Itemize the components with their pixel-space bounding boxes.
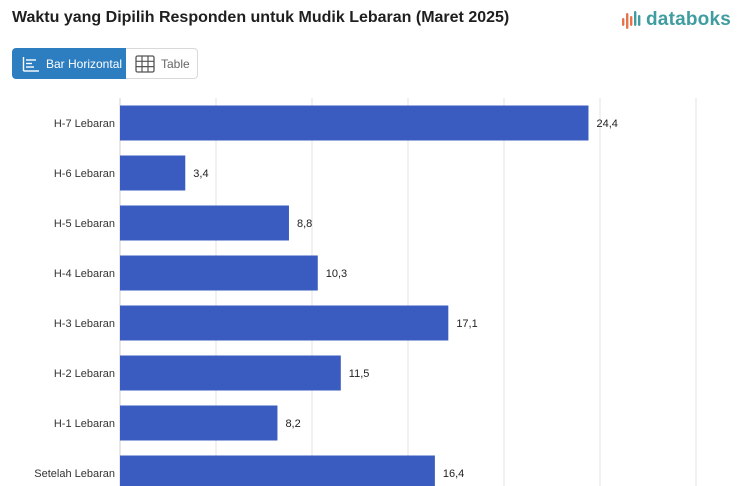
bar — [120, 455, 435, 486]
data-label: 3,4 — [193, 168, 208, 180]
table-label: Table — [161, 56, 190, 71]
brand-name: databoks — [646, 9, 732, 30]
data-label: 8,2 — [285, 418, 300, 430]
data-label: 16,4 — [443, 468, 464, 480]
category-label: H-4 Lebaran — [54, 268, 115, 280]
bar — [120, 355, 341, 391]
category-label: H-2 Lebaran — [54, 368, 115, 380]
bar — [120, 105, 589, 141]
bar — [120, 405, 278, 441]
table-button[interactable]: Table — [126, 48, 198, 79]
data-label: 24,4 — [596, 118, 617, 130]
bar — [120, 255, 318, 291]
databoks-bars-logo-icon — [622, 11, 641, 29]
data-label: 8,8 — [297, 218, 312, 230]
category-label: Setelah Lebaran — [34, 468, 115, 480]
category-label: H-3 Lebaran — [54, 318, 115, 330]
page-title: Waktu yang Dipilih Responden untuk Mudik… — [12, 9, 510, 26]
category-label: H-5 Lebaran — [54, 218, 115, 230]
view-toggle: Bar Horizontal Table — [12, 48, 198, 79]
category-label: H-6 Lebaran — [54, 168, 115, 180]
category-label: H-7 Lebaran — [54, 118, 115, 130]
bar — [120, 305, 449, 341]
data-label: 17,1 — [456, 318, 477, 330]
bar — [120, 205, 289, 241]
brand-logo: databoks — [621, 8, 731, 32]
data-label: 10,3 — [326, 268, 347, 280]
bar-horizontal-button[interactable]: Bar Horizontal — [12, 48, 126, 79]
bar — [120, 155, 186, 191]
bar-chart-icon — [22, 56, 40, 72]
data-label: 11,5 — [349, 368, 370, 380]
table-grid-icon — [135, 54, 155, 73]
bar-horizontal-label: Bar Horizontal — [46, 56, 123, 71]
category-label: H-1 Lebaran — [54, 418, 115, 430]
